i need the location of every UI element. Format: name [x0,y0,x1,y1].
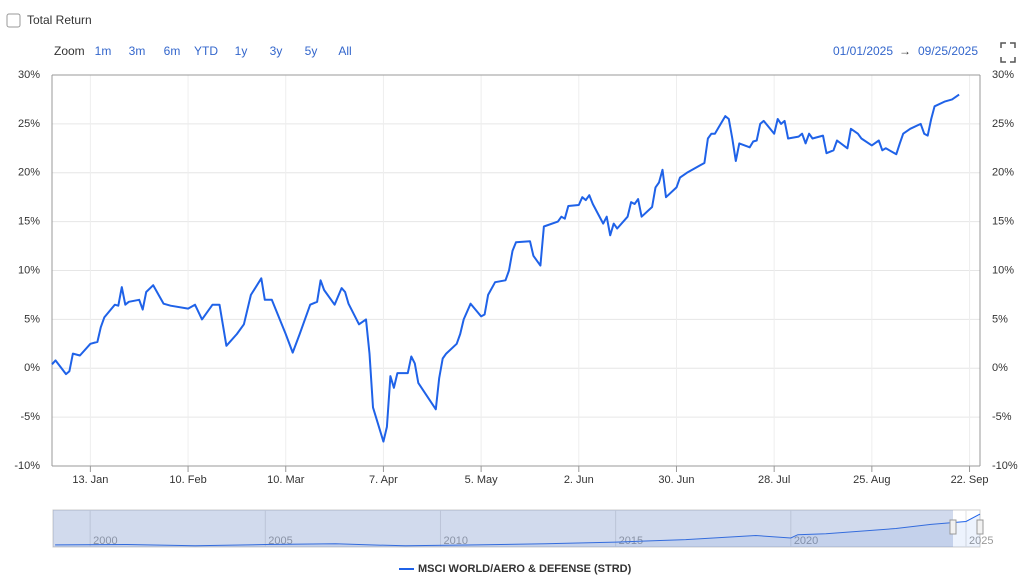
zoom-button[interactable]: 1m [95,44,112,58]
x-tick-label: 28. Jul [758,474,790,486]
navigator-tick-label: 2015 [619,535,643,547]
y-tick-label: 5% [24,313,40,325]
navigator-line [55,513,981,547]
zoom-button[interactable]: 3y [270,44,283,58]
y-tick-label: 15% [18,216,40,228]
y2-tick-label: -10% [992,460,1018,472]
range-separator: → [899,44,911,58]
navigator-handle[interactable] [976,519,984,535]
checkbox-label[interactable]: Total Return [27,13,92,27]
navigator-area [55,514,981,547]
range-to[interactable]: 09/25/2025 [918,44,978,58]
y-tick-label: 20% [18,167,40,179]
y-tick-label: 30% [18,69,40,81]
zoom-button[interactable]: 5y [305,44,318,58]
y2-tick-label: -5% [992,411,1012,423]
y2-tick-label: 0% [992,362,1008,374]
y2-tick-label: 30% [992,69,1014,81]
zoom-button[interactable]: YTD [194,44,218,58]
y-tick-label: 25% [18,118,40,130]
y-tick-label: 0% [24,362,40,374]
zoom-label: Zoom [54,44,85,58]
line-series [51,93,960,443]
range-from[interactable]: 01/01/2025 [833,44,893,58]
checkbox[interactable] [6,13,21,28]
y-tick-label: 10% [18,264,40,276]
y2-tick-label: 25% [992,118,1014,130]
x-tick-label: 10. Mar [267,474,305,486]
navigator-tick-label: 2025 [969,535,993,547]
y2-tick-label: 5% [992,313,1008,325]
navigator-handle[interactable] [949,519,957,535]
y2-tick-label: 20% [992,167,1014,179]
x-tick-label: 7. Apr [369,474,398,486]
y2-tick-label: 15% [992,216,1014,228]
fullscreen-button[interactable] [1000,42,1016,63]
x-tick-label: 22. Sep [951,474,989,486]
x-tick-label: 2. Jun [564,474,594,486]
x-tick-label: 13. Jan [72,474,108,486]
navigator-background [52,509,981,548]
navigator-tick-label: 2020 [794,535,818,547]
zoom-button[interactable]: 1y [235,44,248,58]
zoom-button[interactable]: 3m [129,44,146,58]
zoom-button[interactable]: 6m [164,44,181,58]
legend-label[interactable]: MSCI WORLD/AERO & DEFENSE (STRD) [418,563,632,575]
y2-tick-label: 10% [992,264,1014,276]
x-tick-label: 30. Jun [658,474,694,486]
navigator-mask [53,510,953,547]
x-tick-label: 5. May [465,474,499,486]
y-tick-label: -10% [14,460,40,472]
y-tick-label: -5% [20,411,40,423]
x-tick-label: 25. Aug [853,474,890,486]
x-tick-label: 10. Feb [169,474,206,486]
navigator-tick-label: 2010 [443,535,467,547]
navigator-tick-label: 2000 [93,535,117,547]
zoom-button[interactable]: All [338,44,351,58]
